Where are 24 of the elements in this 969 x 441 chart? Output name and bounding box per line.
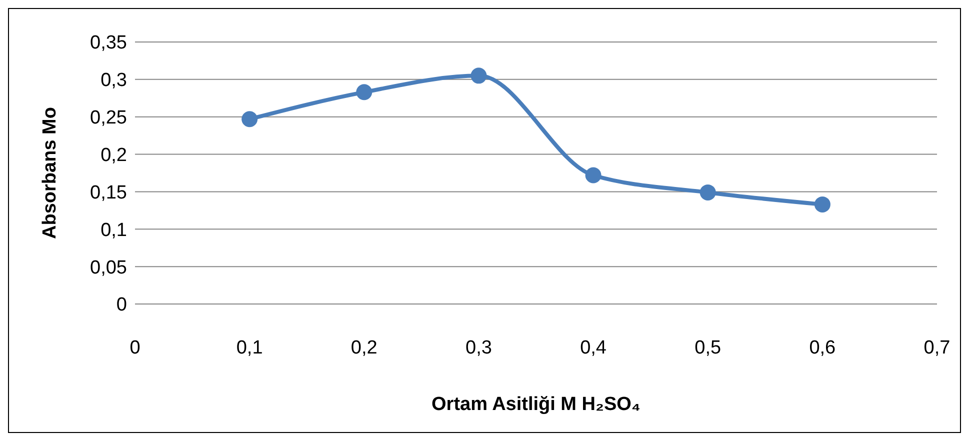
x-tick-label: 0,5 <box>694 337 722 358</box>
x-tick-label: 0,2 <box>350 337 378 358</box>
y-tick-label: 0,15 <box>90 182 127 204</box>
y-axis-title: Absorbans Mo <box>40 107 61 239</box>
y-tick-label: 0,3 <box>100 70 127 92</box>
x-tick-label: 0,4 <box>580 337 607 358</box>
point <box>814 196 830 212</box>
point <box>242 111 258 128</box>
x-tick-label: 0,1 <box>236 337 263 358</box>
x-tick-label: 0,3 <box>466 337 492 358</box>
x-tick-label: 0,6 <box>809 337 836 358</box>
y-tick-label: 0,2 <box>100 145 127 166</box>
y-tick-label: 0,25 <box>90 108 127 129</box>
x-tick-label: 0,7 <box>924 337 950 358</box>
point <box>356 84 372 100</box>
y-tick-label: 0 <box>116 294 127 316</box>
point <box>470 68 487 84</box>
y-tick-label: 0,1 <box>100 220 127 241</box>
x-axis-title: Ortam Asitliği M H₂SO₄ <box>432 394 640 415</box>
y-tick-label: 0,05 <box>90 257 127 278</box>
y-tick-label: 0,35 <box>90 32 127 54</box>
x-tick-label: 0 <box>130 337 140 358</box>
point <box>585 167 602 184</box>
point <box>700 184 716 200</box>
